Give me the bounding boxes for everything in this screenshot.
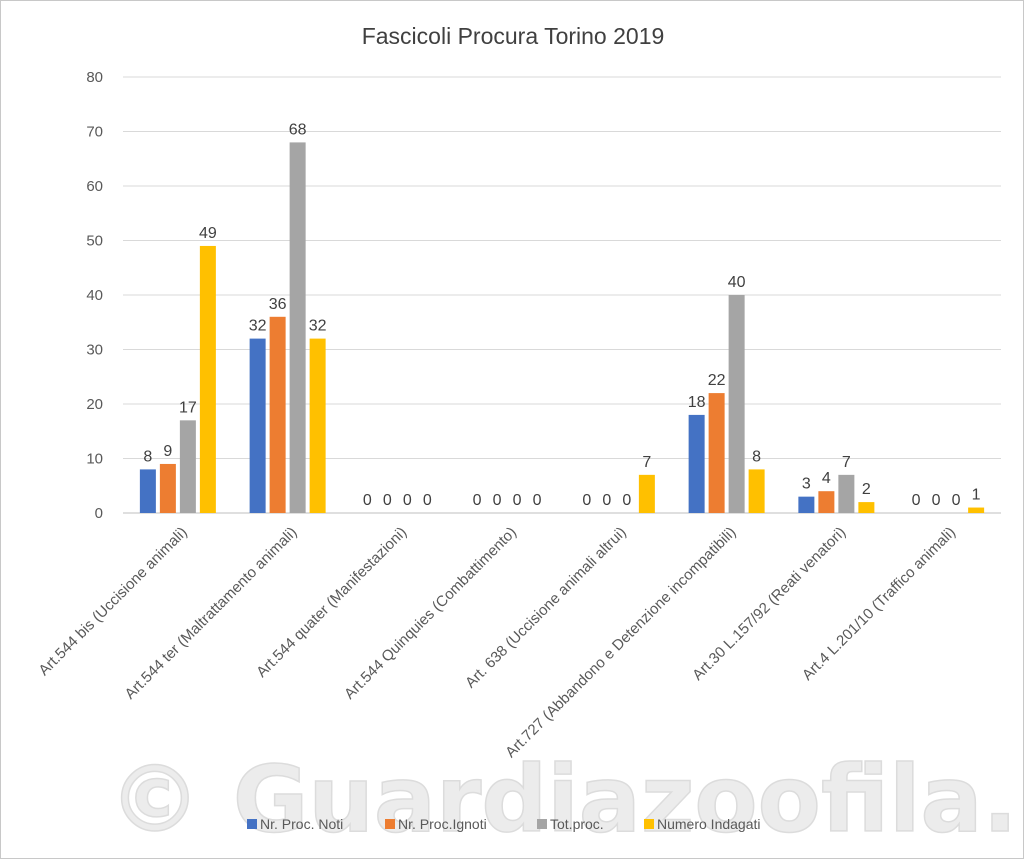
data-label: 4 xyxy=(822,470,831,487)
y-tick-label: 60 xyxy=(86,178,103,195)
watermark: © Guardiazoofila.it xyxy=(109,746,1023,853)
legend-item: Numero Indagati xyxy=(644,816,761,832)
data-label: 40 xyxy=(728,274,746,291)
bar xyxy=(159,463,176,513)
data-label: 0 xyxy=(622,492,631,509)
bar xyxy=(199,245,216,513)
legend-label: Numero Indagati xyxy=(657,816,761,832)
data-label: 36 xyxy=(269,296,287,313)
data-label: 8 xyxy=(143,448,152,465)
data-label: 8 xyxy=(752,448,761,465)
data-label: 9 xyxy=(163,443,172,460)
bar xyxy=(289,142,306,513)
bar xyxy=(139,469,156,513)
data-label: 18 xyxy=(688,394,706,411)
y-tick-label: 80 xyxy=(86,69,103,86)
bars xyxy=(139,142,985,513)
bar xyxy=(858,502,875,513)
gridlines xyxy=(123,76,1001,514)
data-label: 22 xyxy=(708,372,726,389)
y-tick-label: 70 xyxy=(86,124,103,141)
data-label: 0 xyxy=(952,492,961,509)
legend-item: Tot.proc. xyxy=(537,816,604,832)
y-tick-label: 50 xyxy=(86,233,103,250)
data-label: 7 xyxy=(642,454,651,471)
bar xyxy=(269,316,286,513)
y-tick-label: 10 xyxy=(86,451,103,468)
data-label: 49 xyxy=(199,225,217,242)
data-label: 2 xyxy=(862,481,871,498)
legend-label: Nr. Proc. Noti xyxy=(260,816,343,832)
data-label: 3 xyxy=(802,476,811,493)
bar xyxy=(249,338,266,513)
bar xyxy=(309,338,326,513)
bar xyxy=(728,295,745,513)
data-label: 0 xyxy=(602,492,611,509)
data-label: 0 xyxy=(932,492,941,509)
data-label: 0 xyxy=(363,492,372,509)
x-axis: Art.544 bis (Uccisione animali)Art.544 t… xyxy=(35,524,959,761)
data-label: 68 xyxy=(289,121,307,138)
legend-label: Tot.proc. xyxy=(550,816,604,832)
data-label: 17 xyxy=(179,399,197,416)
data-label: 0 xyxy=(912,492,921,509)
y-tick-label: 40 xyxy=(86,287,103,304)
legend-label: Nr. Proc.Ignoti xyxy=(398,816,487,832)
data-label: 0 xyxy=(493,492,502,509)
y-tick-label: 30 xyxy=(86,342,103,359)
bar xyxy=(688,414,705,513)
data-label: 7 xyxy=(842,454,851,471)
x-tick-label: Art.727 (Abbandono e Detenzione incompat… xyxy=(502,524,739,761)
bar xyxy=(818,491,835,513)
data-label: 0 xyxy=(533,492,542,509)
x-tick-label: Art.544 ter (Maltrattamento animali) xyxy=(122,524,301,703)
bar xyxy=(179,420,196,513)
data-label: 0 xyxy=(383,492,392,509)
data-label: 0 xyxy=(423,492,432,509)
y-tick-label: 0 xyxy=(95,505,103,522)
y-tick-label: 20 xyxy=(86,396,103,413)
x-tick-label: Art.544 Quinquies (Combattimento) xyxy=(341,524,520,703)
data-label: 0 xyxy=(473,492,482,509)
data-label: 32 xyxy=(309,318,327,335)
bar xyxy=(708,393,725,513)
data-label: 1 xyxy=(972,487,981,504)
chart-title: Fascicoli Procura Torino 2019 xyxy=(362,23,665,49)
legend-swatch xyxy=(247,819,257,829)
bar xyxy=(838,474,855,513)
data-label: 0 xyxy=(403,492,412,509)
legend-item: Nr. Proc. Noti xyxy=(247,816,343,832)
legend: Nr. Proc. Noti Nr. Proc.Ignoti Tot.proc. Nu… xyxy=(247,816,761,832)
data-label: 0 xyxy=(582,492,591,509)
legend-swatch xyxy=(385,819,395,829)
legend-swatch xyxy=(644,819,654,829)
bar xyxy=(798,496,815,513)
data-label: 32 xyxy=(249,318,267,335)
bar xyxy=(968,507,985,513)
legend-swatch xyxy=(537,819,547,829)
legend-item: Nr. Proc.Ignoti xyxy=(385,816,487,832)
bar xyxy=(748,469,765,513)
y-axis: 0 10 20 30 40 50 60 70 80 xyxy=(86,69,103,522)
data-label: 0 xyxy=(513,492,522,509)
bar xyxy=(638,474,655,513)
